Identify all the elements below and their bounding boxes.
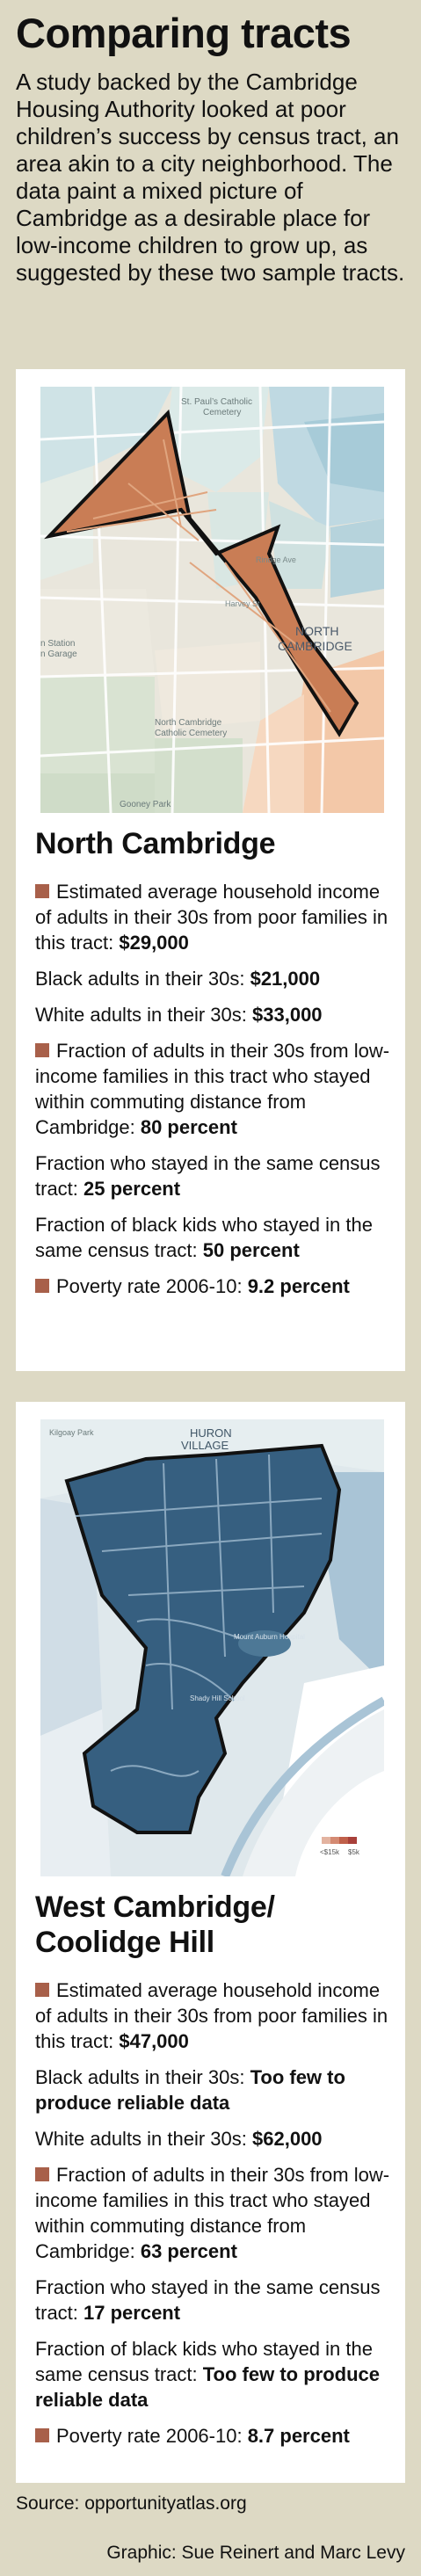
bullet-square-icon (35, 2428, 49, 2442)
graphic-credit: Graphic: Sue Reinert and Marc Levy (106, 2543, 405, 2564)
stat-item: Poverty rate 2006-10: 9.2 percent (35, 1273, 396, 1299)
stat-value: $33,000 (252, 1004, 323, 1026)
svg-text:Gooney Park: Gooney Park (120, 800, 171, 809)
stat-value: 63 percent (141, 2240, 237, 2262)
source-note: Source: opportunityatlas.org (16, 2493, 247, 2514)
svg-text:North Cambridge: North Cambridge (155, 718, 222, 728)
stat-label: Estimated average household income of ad… (35, 881, 388, 954)
stat-value: 8.7 percent (248, 2425, 350, 2447)
bullet-square-icon (35, 2167, 49, 2181)
stat-label: Black adults in their 30s: (35, 968, 250, 990)
stat-item: Poverty rate 2006-10: 8.7 percent (35, 2423, 396, 2449)
stat-label: Poverty rate 2006-10: (56, 2425, 248, 2447)
bullet-square-icon (35, 1043, 49, 1057)
stat-value: $62,000 (252, 2128, 323, 2150)
stat-item: White adults in their 30s: $62,000 (35, 2126, 396, 2152)
svg-text:Harvey St: Harvey St (225, 599, 260, 608)
stat-label: Poverty rate 2006-10: (56, 1275, 248, 1297)
stat-item: Estimated average household income of ad… (35, 879, 396, 955)
map-west-cambridge: HURON VILLAGE Kilgoay Park Mount Auburn … (40, 1419, 384, 1876)
stat-value: $29,000 (119, 932, 189, 954)
svg-text:$5k: $5k (348, 1848, 360, 1856)
bullet-square-icon (35, 1279, 49, 1293)
stat-item: Black adults in their 30s: $21,000 (35, 966, 396, 991)
svg-text:Catholic Cemetery: Catholic Cemetery (155, 729, 227, 738)
map-west-cambridge-svg: HURON VILLAGE Kilgoay Park Mount Auburn … (40, 1419, 384, 1876)
bullet-square-icon (35, 1983, 49, 1997)
svg-text:NORTH: NORTH (295, 624, 339, 638)
stat-value: 9.2 percent (248, 1275, 350, 1297)
stat-item: White adults in their 30s: $33,000 (35, 1002, 396, 1027)
svg-text:<$15k: <$15k (320, 1848, 340, 1856)
svg-text:n Station: n Station (40, 639, 75, 649)
stat-label: White adults in their 30s: (35, 2128, 252, 2150)
svg-text:VILLAGE: VILLAGE (181, 1439, 229, 1452)
tract-stats-list: Estimated average household income of ad… (35, 1977, 396, 2459)
stat-label: Black adults in their 30s: (35, 2066, 250, 2088)
stat-item: Fraction of black kids who stayed in the… (35, 1212, 396, 1263)
stat-item: Estimated average household income of ad… (35, 1977, 396, 2054)
svg-text:Kilgoay Park: Kilgoay Park (49, 1428, 94, 1437)
map-north-cambridge-svg: St. Paul’s Catholic Cemetery NORTH CAMBR… (40, 387, 384, 813)
svg-text:St. Paul’s Catholic: St. Paul’s Catholic (181, 397, 252, 407)
headline: Comparing tracts (16, 9, 411, 57)
stat-label: White adults in their 30s: (35, 1004, 252, 1026)
stat-value: 17 percent (83, 2302, 180, 2324)
svg-text:CAMBRIDGE: CAMBRIDGE (278, 639, 352, 653)
tract-stats-list: Estimated average household income of ad… (35, 879, 396, 1310)
stat-value: $21,000 (250, 968, 321, 990)
stat-value: 25 percent (83, 1178, 180, 1200)
stat-item: Fraction who stayed in the same census t… (35, 1150, 396, 1201)
bullet-square-icon (35, 884, 49, 898)
intro-text: A study backed by the Cambridge Housing … (16, 69, 410, 287)
svg-text:Shady Hill School: Shady Hill School (190, 1694, 245, 1702)
svg-text:Mount Auburn Hospital: Mount Auburn Hospital (234, 1633, 305, 1641)
stat-item: Fraction of adults in their 30s from low… (35, 1038, 396, 1140)
stat-value: 80 percent (141, 1116, 237, 1138)
stat-item: Fraction of adults in their 30s from low… (35, 2162, 396, 2264)
stat-item: Fraction of black kids who stayed in the… (35, 2336, 396, 2413)
svg-text:Cemetery: Cemetery (203, 408, 241, 417)
map-north-cambridge: St. Paul’s Catholic Cemetery NORTH CAMBR… (40, 387, 384, 813)
stat-item: Fraction who stayed in the same census t… (35, 2275, 396, 2326)
svg-text:n Garage: n Garage (40, 649, 77, 659)
svg-text:HURON: HURON (190, 1426, 232, 1440)
stat-label: Estimated average household income of ad… (35, 1979, 388, 2052)
tract-title: West Cambridge/ Coolidge Hill (35, 1890, 387, 1960)
tract-title: North Cambridge (35, 826, 275, 861)
tract-card-north-cambridge: St. Paul’s Catholic Cemetery NORTH CAMBR… (16, 369, 405, 1371)
stat-item: Black adults in their 30s: Too few to pr… (35, 2064, 396, 2115)
stat-value: $47,000 (119, 2030, 189, 2052)
svg-text:Rindge Ave: Rindge Ave (256, 555, 296, 564)
stat-value: 50 percent (203, 1239, 300, 1261)
tract-card-west-cambridge: HURON VILLAGE Kilgoay Park Mount Auburn … (16, 1402, 405, 2483)
